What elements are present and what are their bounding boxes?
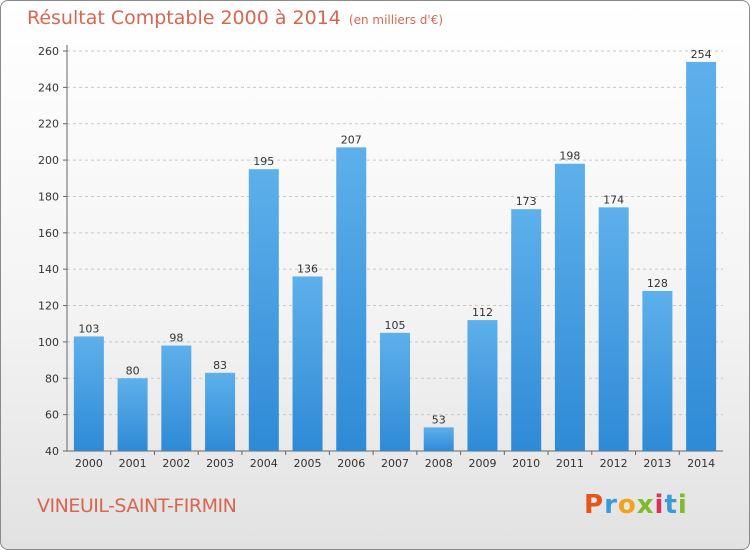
- x-tick-label: 2010: [512, 457, 540, 470]
- y-tick-label: 260: [38, 45, 59, 58]
- bar-value-label: 128: [647, 277, 668, 290]
- x-tick-label: 2004: [250, 457, 278, 470]
- y-tick-label: 100: [38, 336, 59, 349]
- x-tick-label: 2009: [468, 457, 496, 470]
- bar-2009: [467, 320, 498, 451]
- x-tick-label: 2000: [75, 457, 103, 470]
- bar-2001: [117, 378, 148, 451]
- bar-value-label: 105: [385, 319, 406, 332]
- bar-2006: [336, 147, 367, 451]
- logo-letter: i: [654, 490, 665, 520]
- chart-title-text: Résultat Comptable 2000 à 2014: [27, 7, 341, 29]
- bar-2000: [73, 336, 104, 451]
- y-tick-label: 80: [45, 372, 59, 385]
- bar-value-label: 112: [472, 306, 493, 319]
- bar-2008: [423, 427, 454, 451]
- logo-letter: t: [664, 490, 678, 520]
- bar-value-label: 103: [78, 322, 99, 335]
- logo-letter: r: [604, 490, 618, 520]
- y-tick-label: 200: [38, 154, 59, 167]
- x-tick-label: 2002: [162, 457, 190, 470]
- x-tick-label: 2007: [381, 457, 409, 470]
- y-tick-label: 40: [45, 445, 59, 458]
- x-tick-label: 2005: [294, 457, 322, 470]
- bar-2010: [511, 209, 542, 451]
- chart-subtitle: (en milliers d'€): [348, 13, 444, 27]
- x-tick-label: 2001: [119, 457, 147, 470]
- bar-2003: [205, 372, 236, 451]
- x-tick-label: 2011: [556, 457, 584, 470]
- logo-letter: i: [677, 490, 688, 520]
- x-tick-label: 2003: [206, 457, 234, 470]
- chart-title: Résultat Comptable 2000 à 2014 (en millie…: [27, 7, 443, 29]
- bar-value-label: 98: [169, 332, 183, 345]
- bar-2002: [161, 345, 192, 451]
- logo-letter: x: [636, 490, 655, 520]
- bar-2011: [554, 163, 585, 451]
- y-tick-label: 140: [38, 263, 59, 276]
- y-tick-label: 180: [38, 190, 59, 203]
- x-tick-label: 2008: [425, 457, 453, 470]
- logo-letter: o: [617, 490, 637, 520]
- bar-value-label: 136: [297, 262, 318, 275]
- bar-value-label: 198: [559, 150, 580, 163]
- labels: 40 60 80 100 120 140 160 180 200 220 240 260 103 2000…: [38, 45, 715, 470]
- bar-value-label: 83: [213, 359, 227, 372]
- bar-value-label: 207: [341, 133, 362, 146]
- bar-value-label: 173: [516, 195, 537, 208]
- y-tick-label: 220: [38, 118, 59, 131]
- bar-value-label: 80: [126, 364, 140, 377]
- bar-2005: [292, 276, 323, 451]
- bar-2013: [642, 291, 673, 451]
- x-tick-label: 2014: [687, 457, 715, 470]
- y-tick-label: 160: [38, 227, 59, 240]
- proxiti-logo: Proxiti: [584, 490, 688, 520]
- x-tick-label: 2013: [643, 457, 671, 470]
- x-tick-label: 2006: [337, 457, 365, 470]
- logo-letter: P: [584, 490, 605, 520]
- commune-name: VINEUIL-SAINT-FIRMIN: [37, 495, 237, 517]
- bar-value-label: 53: [432, 413, 446, 426]
- y-tick-label: 240: [38, 81, 59, 94]
- bar-2014: [686, 61, 717, 452]
- bar-2004: [248, 169, 279, 451]
- bar-value-label: 195: [253, 155, 274, 168]
- bar-2007: [380, 332, 410, 451]
- bar-2012: [598, 207, 629, 451]
- bar-value-label: 174: [603, 193, 624, 206]
- y-tick-label: 120: [38, 300, 59, 313]
- bar-value-label: 254: [691, 48, 712, 61]
- x-tick-label: 2012: [600, 457, 628, 470]
- y-tick-label: 60: [45, 409, 59, 422]
- bars: [73, 61, 717, 452]
